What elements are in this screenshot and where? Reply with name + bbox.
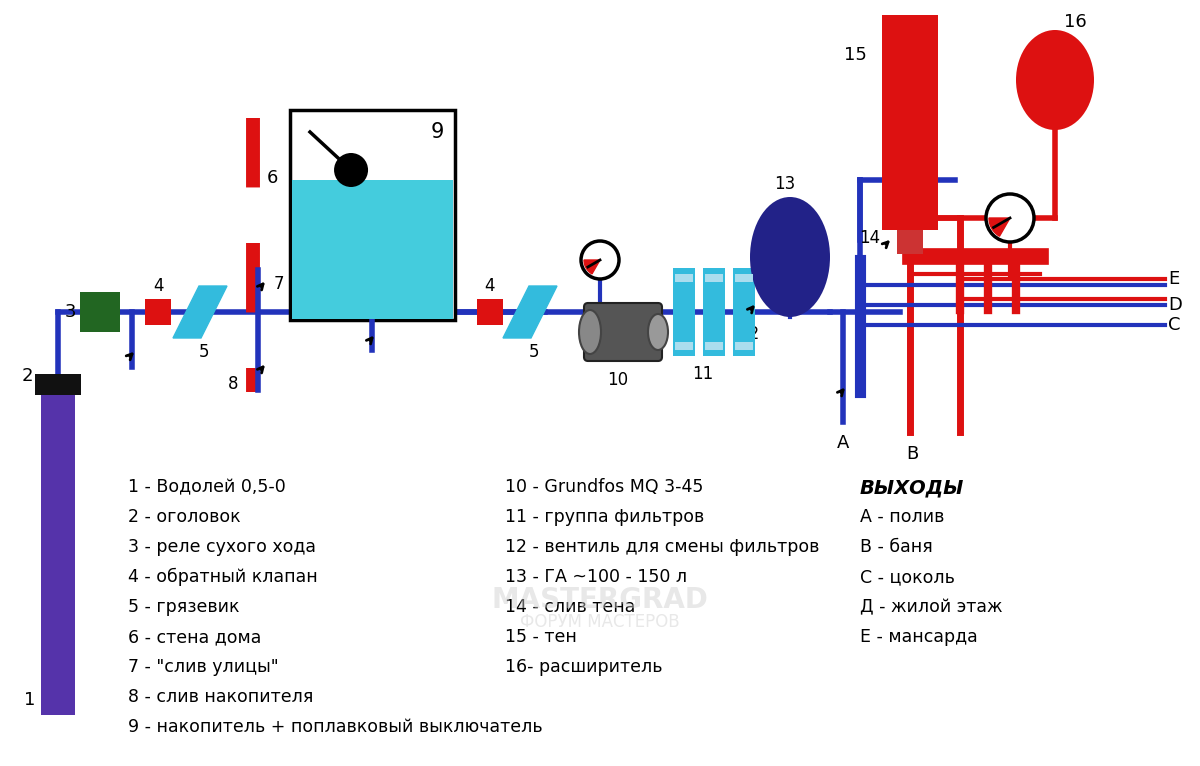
Text: 15: 15 [844, 46, 866, 64]
Polygon shape [989, 218, 1010, 236]
Text: В - баня: В - баня [860, 538, 932, 556]
Text: Е - мансарда: Е - мансарда [860, 628, 978, 646]
Bar [674, 274, 692, 282]
Text: MASTERGRAD: MASTERGRAD [492, 586, 708, 614]
Text: 4: 4 [152, 277, 163, 295]
Text: 11 - группа фильтров: 11 - группа фильтров [505, 508, 704, 526]
Text: 5: 5 [199, 343, 209, 361]
Text: 1 - Водолей 0,5-0: 1 - Водолей 0,5-0 [128, 478, 286, 496]
Bar [882, 15, 938, 230]
Bar [145, 299, 172, 325]
Text: 15 - тен: 15 - тен [505, 628, 577, 646]
Text: 5: 5 [529, 343, 539, 361]
Text: 4 - обратный клапан: 4 - обратный клапан [128, 568, 318, 586]
Text: 13: 13 [774, 175, 796, 193]
Bar [734, 342, 754, 350]
Polygon shape [173, 286, 227, 338]
Text: ФОРУМ МАСТЕРОВ: ФОРУМ МАСТЕРОВ [520, 613, 680, 631]
Bar [896, 230, 923, 254]
Text: B: B [906, 445, 918, 463]
Text: A: A [836, 434, 850, 452]
Text: 2 - оголовок: 2 - оголовок [128, 508, 241, 526]
Bar [35, 374, 82, 395]
Text: C: C [1168, 316, 1181, 334]
Bar [733, 268, 755, 356]
Text: 5 - грязевик: 5 - грязевик [128, 598, 240, 616]
Text: 12: 12 [738, 325, 760, 343]
Ellipse shape [750, 197, 830, 317]
Text: 16: 16 [1063, 13, 1086, 31]
Bar [80, 292, 120, 332]
Circle shape [334, 153, 368, 187]
Text: 14: 14 [859, 229, 881, 247]
Bar [292, 180, 454, 319]
Polygon shape [584, 260, 600, 274]
Bar [476, 299, 503, 325]
Text: 10 - Grundfos MQ 3-45: 10 - Grundfos MQ 3-45 [505, 478, 703, 496]
Bar [674, 342, 692, 350]
Text: 7: 7 [274, 275, 284, 293]
Text: ВЫХОДЫ: ВЫХОДЫ [860, 478, 965, 497]
Bar [290, 110, 455, 320]
Text: 11: 11 [692, 365, 714, 383]
Text: 16- расширитель: 16- расширитель [505, 658, 662, 676]
Text: 3: 3 [65, 303, 76, 321]
Circle shape [986, 194, 1034, 242]
Text: 6: 6 [266, 169, 278, 187]
Bar [734, 274, 754, 282]
Polygon shape [503, 286, 557, 338]
Bar [703, 268, 725, 356]
Text: 13 - ГА ~100 - 150 л: 13 - ГА ~100 - 150 л [505, 568, 688, 586]
Bar [673, 268, 695, 356]
Text: 4: 4 [485, 277, 496, 295]
Text: Д - жилой этаж: Д - жилой этаж [860, 598, 1002, 616]
Text: 9 - накопитель + поплавковый выключатель: 9 - накопитель + поплавковый выключатель [128, 718, 542, 736]
Bar [41, 395, 76, 715]
Text: 3 - реле сухого хода: 3 - реле сухого хода [128, 538, 316, 556]
Text: А - полив: А - полив [860, 508, 944, 526]
Text: E: E [1168, 270, 1180, 288]
Text: 12 - вентиль для смены фильтров: 12 - вентиль для смены фильтров [505, 538, 820, 556]
Text: С - цоколь: С - цоколь [860, 568, 955, 586]
Ellipse shape [1016, 30, 1094, 130]
Text: 1: 1 [24, 691, 36, 709]
FancyBboxPatch shape [584, 303, 662, 361]
Text: D: D [1168, 296, 1182, 314]
Ellipse shape [648, 314, 668, 350]
Bar [704, 342, 722, 350]
Text: 8 - слив накопителя: 8 - слив накопителя [128, 688, 313, 706]
Text: 8: 8 [228, 375, 239, 393]
Circle shape [581, 241, 619, 279]
Text: 7 - "слив улицы": 7 - "слив улицы" [128, 658, 278, 676]
Text: 2: 2 [22, 367, 32, 385]
Bar [704, 274, 722, 282]
Text: 6 - стена дома: 6 - стена дома [128, 628, 262, 646]
Text: 14 - слив тена: 14 - слив тена [505, 598, 635, 616]
Text: 9: 9 [431, 122, 444, 142]
Text: 10: 10 [607, 371, 629, 389]
Ellipse shape [578, 310, 601, 354]
